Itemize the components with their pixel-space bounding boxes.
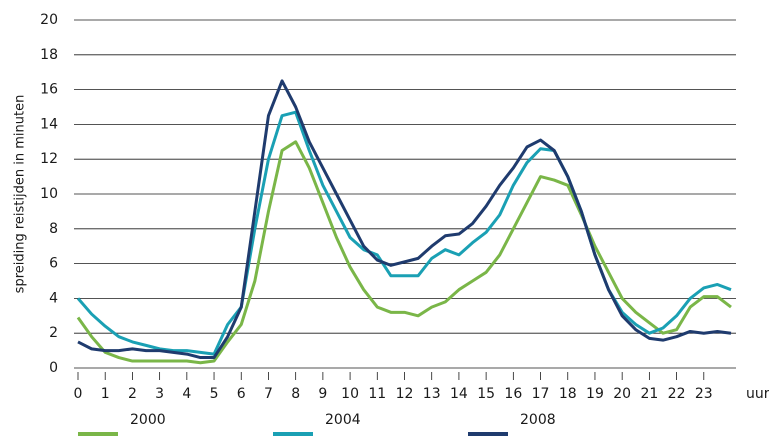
x-tick-label: 2 (128, 386, 137, 402)
x-tick-label: 14 (450, 386, 468, 402)
x-tick-label: 0 (74, 386, 83, 402)
x-tick-label: 11 (368, 386, 386, 402)
x-tick-label: 22 (668, 386, 686, 402)
x-axis-label: uur (746, 386, 769, 402)
y-tick-label: 4 (49, 290, 58, 306)
x-tick-label: 13 (423, 386, 441, 402)
x-tick-label: 23 (695, 386, 713, 402)
x-tick-label: 16 (504, 386, 522, 402)
y-tick-label: 20 (40, 12, 58, 28)
y-tick-label: 2 (49, 325, 58, 341)
legend-label: 2000 (130, 412, 166, 428)
x-tick-label: 12 (396, 386, 414, 402)
x-tick-label: 20 (613, 386, 631, 402)
x-tick-label: 17 (532, 386, 550, 402)
y-tick-label: 14 (40, 116, 58, 132)
y-tick-label: 8 (49, 221, 58, 237)
x-tick-label: 19 (586, 386, 604, 402)
x-tick-label: 1 (101, 386, 110, 402)
x-tick-label: 7 (264, 386, 273, 402)
y-tick-label: 16 (40, 82, 58, 98)
legend-label: 2004 (325, 412, 361, 428)
x-tick-label: 10 (341, 386, 359, 402)
x-tick-label: 3 (155, 386, 164, 402)
x-tick-label: 4 (182, 386, 191, 402)
x-tick-label: 21 (640, 386, 658, 402)
x-tick-label: 18 (559, 386, 577, 402)
y-axis-label: spreiding reistijden in minuten (13, 95, 28, 294)
line-series (76, 110, 732, 356)
y-tick-label: 12 (40, 151, 58, 167)
x-tick-label: 15 (477, 386, 495, 402)
y-tick-label: 10 (40, 186, 58, 202)
y-tick-label: 6 (49, 256, 58, 272)
y-tick-label: 0 (49, 360, 58, 376)
x-tick-label: 8 (291, 386, 300, 402)
x-tick-label: 9 (318, 386, 327, 402)
line-series (77, 79, 732, 360)
legend-label: 2008 (520, 412, 556, 428)
x-tick-label: 5 (210, 386, 219, 402)
y-tick-label: 18 (40, 47, 58, 63)
x-tick-label: 6 (237, 386, 246, 402)
line-series (76, 140, 732, 365)
